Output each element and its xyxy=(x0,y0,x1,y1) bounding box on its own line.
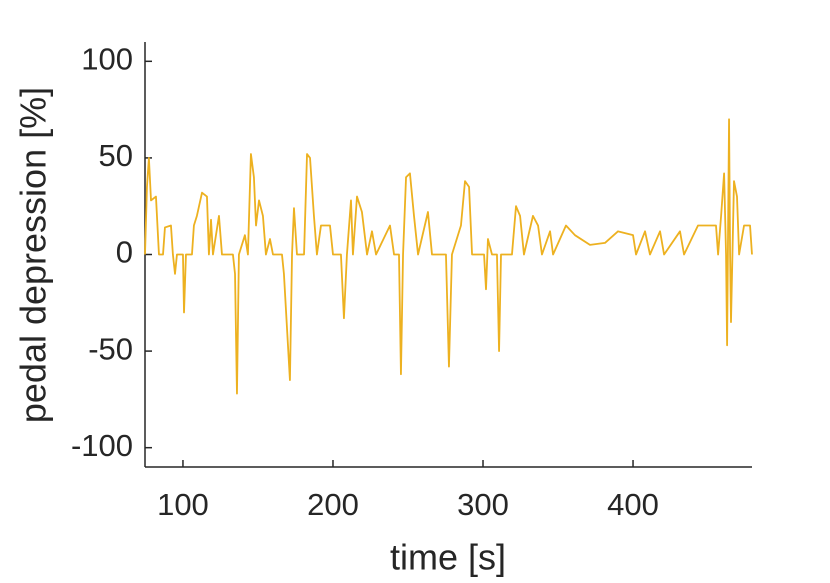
x-tick-label: 200 xyxy=(307,487,359,522)
x-tick-label: 300 xyxy=(457,487,509,522)
y-axis-label: pedal depression [%] xyxy=(13,87,54,423)
x-tick-label: 100 xyxy=(157,487,209,522)
y-tick-label: 0 xyxy=(116,235,133,270)
x-tick-label: 400 xyxy=(607,487,659,522)
y-tick-label: 100 xyxy=(81,42,133,77)
data-line xyxy=(144,118,753,395)
y-tick-label: 50 xyxy=(99,138,133,173)
y-tick-label: -50 xyxy=(88,331,133,366)
y-tick-label: -100 xyxy=(71,428,133,463)
x-axis-label: time [s] xyxy=(390,537,506,578)
